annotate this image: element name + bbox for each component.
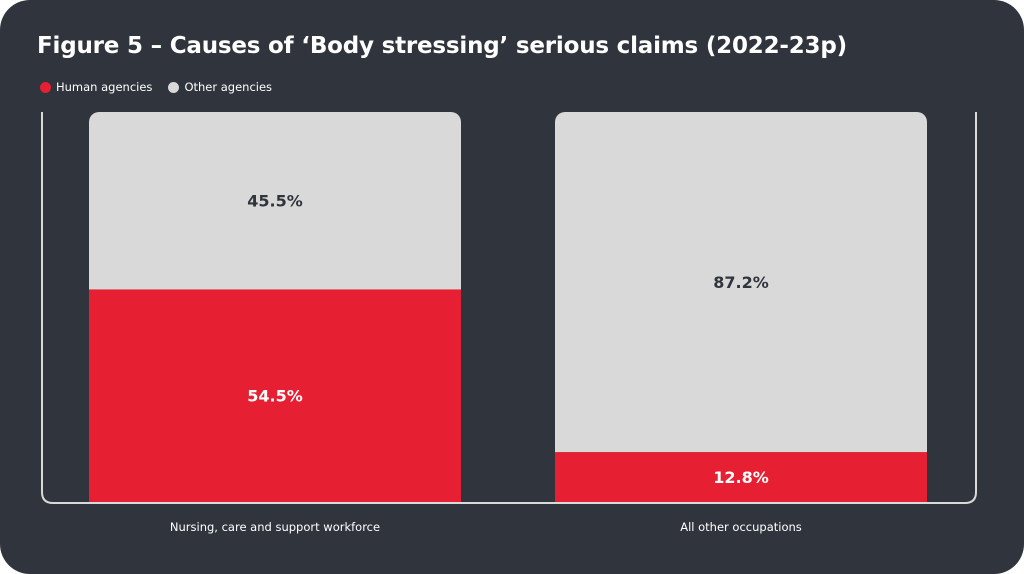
legend-swatch-human-agencies [40, 81, 51, 93]
legend-item-human-agencies: Human agencies [40, 80, 152, 94]
legend-label-other-agencies: Other agencies [184, 80, 273, 94]
bar-human-agencies-nursing-care-and-support-workforce [89, 289, 461, 502]
legend-label-human-agencies: Human agencies [56, 80, 153, 94]
bar-group-all-other-occupations [555, 112, 927, 502]
data-label-human-agencies-all-other-occupations: 12.8% [713, 468, 769, 487]
data-label-other-agencies-all-other-occupations: 87.2% [713, 273, 769, 292]
bar-human-agencies-all-other-occupations [555, 452, 927, 502]
legend-item-other-agencies: Other agencies [168, 80, 272, 94]
bar-other-agencies-nursing-care-and-support-workforce [89, 112, 461, 290]
data-label-other-agencies-nursing-care-and-support-workforce: 45.5% [247, 192, 303, 211]
bar-group-nursing-care-and-support-workforce [89, 112, 461, 502]
bar-other-agencies-all-other-occupations [555, 112, 927, 453]
category-label-all-other-occupations: All other occupations [680, 520, 802, 534]
chart-title: Figure 5 – Causes of ‘Body stressing’ se… [37, 33, 847, 59]
chart-legend: Human agencies Other agencies [40, 80, 288, 94]
data-label-human-agencies-nursing-care-and-support-workforce: 54.5% [247, 387, 303, 406]
axis-frame [41, 112, 977, 504]
category-label-nursing-care-and-support-workforce: Nursing, care and support workforce [170, 520, 380, 534]
legend-swatch-other-agencies [168, 81, 180, 93]
